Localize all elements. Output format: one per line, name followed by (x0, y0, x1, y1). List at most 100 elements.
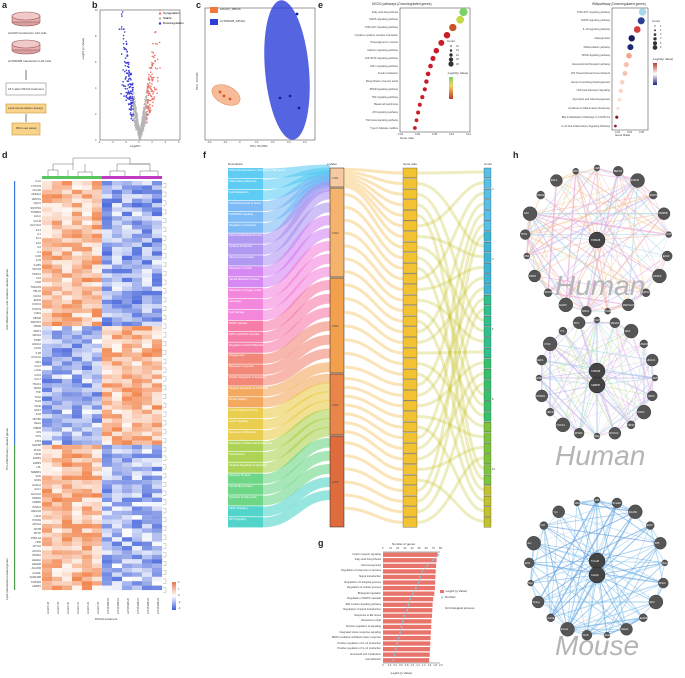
heatmap-cell (112, 312, 123, 318)
heatmap-cell (112, 563, 123, 569)
volcano-point (149, 87, 152, 90)
heatmap-cell (82, 198, 93, 204)
sankey-flow-middle (343, 173, 404, 196)
heatmap-cell (62, 387, 73, 393)
heatmap-cell (142, 422, 153, 428)
heatmap-cell (52, 242, 63, 248)
heatmap-cell (142, 383, 153, 388)
heatmap-cell (82, 308, 93, 314)
heatmap-cell (82, 321, 93, 327)
heatmap-cell (132, 458, 143, 463)
net2-node-label: NR3C1 (627, 423, 637, 427)
net2-edge (538, 377, 598, 437)
heatmap-cell (42, 198, 53, 204)
sankey-flow-right (416, 266, 485, 481)
heatmap-cell (142, 568, 153, 573)
sankey-flow-middle (343, 185, 404, 238)
net1-node (665, 231, 672, 238)
heatmap-cell (142, 515, 153, 520)
volcano-point (127, 80, 129, 82)
sankey-description-node (228, 320, 263, 331)
volcano-point (159, 67, 161, 69)
net3-edge (533, 542, 665, 564)
net3-edge (567, 582, 664, 630)
volcano-point (151, 51, 153, 53)
net2-edge (549, 322, 580, 413)
heatmap-cell (72, 202, 83, 208)
heatmap-cell (102, 224, 113, 230)
heatmap-cell (102, 378, 113, 384)
heatmap-cell (52, 295, 63, 300)
volcano-point (137, 127, 139, 130)
net2-center-edge (549, 343, 598, 386)
go-term-label: Biological regulation (357, 591, 381, 595)
heatmap-cell (82, 330, 93, 336)
wiki-count-legend-dot (653, 37, 657, 41)
heatmap-cell (62, 189, 73, 195)
heatmap-cell (42, 229, 53, 234)
heatmap-cell (102, 238, 113, 243)
heatmap-cell (102, 444, 113, 450)
net3-center-edge (596, 562, 665, 576)
volcano-point (140, 122, 143, 124)
heatmap-cell (122, 216, 133, 221)
net2-edge (550, 343, 653, 361)
heatmap-cell (62, 493, 73, 498)
heatmap-cell (52, 282, 63, 287)
heatmap-cell (102, 348, 113, 353)
heatmap-cell (92, 484, 103, 489)
heatmap-cell (92, 268, 103, 274)
heatmap-gene-label: IL10 (35, 241, 41, 245)
heatmap-cell (62, 299, 73, 305)
sankey-description-label: Angiogenesis (229, 354, 245, 358)
go-bottom-tick: 1.6 (427, 664, 432, 667)
heatmap-cell (152, 277, 163, 283)
heatmap-cell (72, 185, 83, 190)
heatmap-cell (42, 436, 53, 441)
heatmap-cell (72, 480, 83, 485)
heatmap-cell (92, 211, 103, 217)
volcano-xtick-1: -4 (111, 141, 114, 144)
heatmap-cell (142, 546, 153, 551)
volcano-point (132, 103, 135, 105)
heatmap-cell (52, 515, 63, 520)
heatmap-cell (42, 246, 53, 252)
heatmap-cell (62, 440, 73, 445)
sankey-description-label: Autophagy (229, 299, 242, 303)
net1-center-edge (565, 239, 598, 306)
heatmap-cell (72, 304, 83, 309)
volcano-point (129, 95, 131, 98)
volcano-point (137, 124, 139, 126)
sankey-flow-left (262, 373, 331, 408)
volcano-point (122, 37, 125, 40)
heatmap-cell (72, 471, 83, 476)
sankey-flow-left (262, 334, 331, 375)
heatmap-cell (122, 361, 133, 366)
heatmap-gene-label: CCL5 (34, 373, 41, 377)
sankey-flow-right (416, 415, 485, 439)
heatmap-cell (72, 317, 83, 322)
sankey-description-label: MAPK Cascade (229, 321, 248, 325)
net1-edge (565, 167, 598, 306)
heatmap-cell (112, 510, 123, 516)
volcano-point (132, 111, 135, 113)
sankey-flow-right (416, 456, 485, 524)
heatmap-cell (92, 515, 103, 520)
heatmap-cell (152, 387, 163, 393)
wiki-count-legend-label: 6 (660, 46, 662, 49)
volcano-point (126, 62, 129, 64)
heatmap-cell (42, 506, 53, 511)
heatmap-cell (72, 211, 83, 217)
heatmap-cell (112, 524, 123, 529)
heatmap-gene-label: TLR4 (34, 400, 41, 404)
heatmap-cell (102, 268, 113, 274)
sankey-pvalue-label: 0.004 (332, 404, 339, 407)
volcano-ytick-1: 2 (95, 113, 97, 116)
heatmap-cell (142, 189, 153, 195)
volcano-point (127, 84, 129, 86)
net3-center-edge (596, 560, 665, 564)
heatmap-cell (62, 198, 73, 204)
heatmap-scale-label: -1 (178, 600, 181, 604)
heatmap-cell (82, 220, 93, 226)
net1-edge (529, 213, 647, 294)
